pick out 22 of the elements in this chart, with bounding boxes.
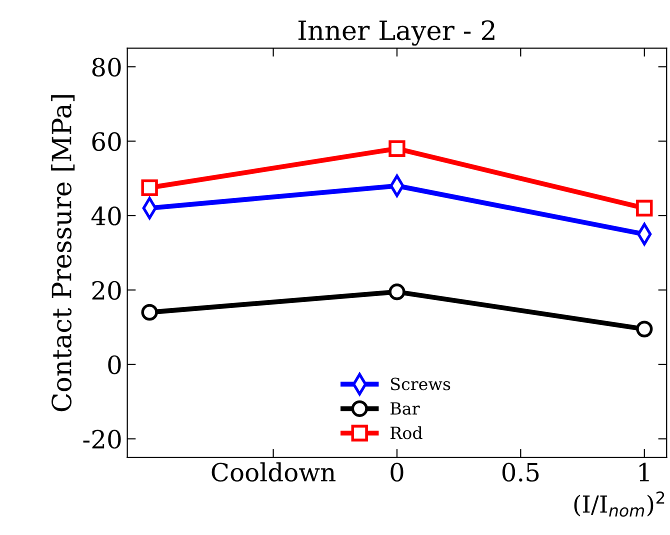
x-tick-label: Cooldown <box>212 462 336 482</box>
x-tick-label: 1 <box>639 462 649 482</box>
y-tick-label: -20 <box>83 430 121 449</box>
point <box>141 304 158 321</box>
point <box>636 320 653 338</box>
point <box>388 140 406 157</box>
point <box>388 284 406 300</box>
x-tick-label: 0.5 <box>502 462 539 482</box>
legend-label: Bar <box>390 402 420 415</box>
y-tick-label: 60 <box>92 132 121 152</box>
legend-label: Screws <box>391 378 450 390</box>
point <box>141 179 158 196</box>
chart-title: Inner Layer - 2 <box>298 20 494 46</box>
y-tick-label: 20 <box>92 280 121 300</box>
y-tick-label: 80 <box>92 58 121 77</box>
y-tick-label: 0 <box>108 355 121 374</box>
legend-label: Rod <box>390 426 422 440</box>
x-tick-label: 0 <box>390 462 404 482</box>
y-tick-label: 40 <box>91 206 121 226</box>
y-axis-title: Contact Pressure [MPa] <box>51 95 75 412</box>
point <box>636 200 653 216</box>
x-axis-title: (I/I$_{nom}$)$^{2}$ <box>574 491 664 517</box>
